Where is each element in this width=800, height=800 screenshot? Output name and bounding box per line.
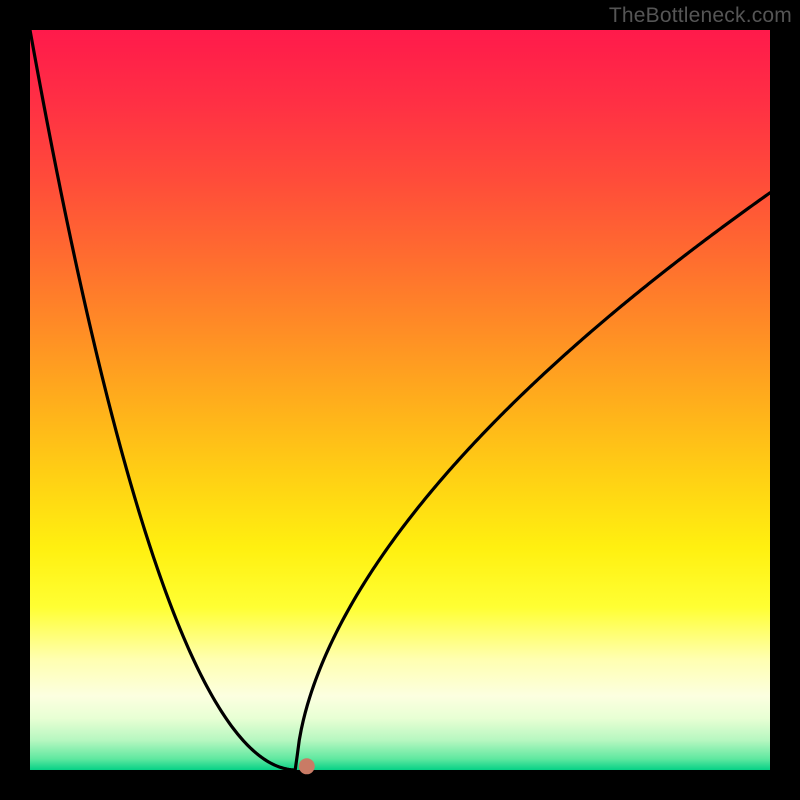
watermark-text: TheBottleneck.com <box>609 4 792 28</box>
bottleneck-chart: TheBottleneck.com <box>0 0 800 800</box>
chart-svg <box>0 0 800 800</box>
